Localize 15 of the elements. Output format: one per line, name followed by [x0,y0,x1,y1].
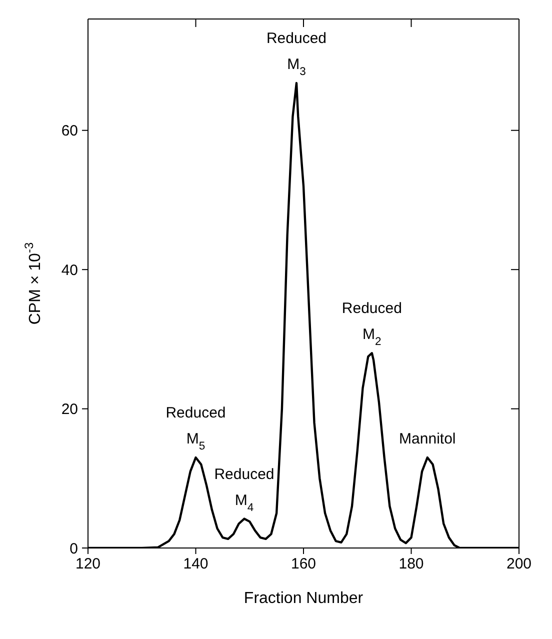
y-tick-label: 20 [61,401,78,418]
x-axis-title: Fraction Number [244,590,364,607]
x-tick-label: 180 [398,556,424,573]
annotation: Mannitol [399,430,456,448]
annotation: Reduced M$_{5}$ [166,404,226,453]
y-tick-label: 0 [70,540,78,558]
annotation: Reduced M$_{2}$ [342,300,402,348]
annotation: Reduced M$_{4}$ [214,466,274,514]
x-tick-label: 200 [506,556,532,573]
x-tick-label: 140 [183,556,208,573]
y-tick-label: 60 [61,122,78,140]
annotation: Reduced M$_{3}$ [266,30,327,78]
x-tick-label: 120 [75,556,101,573]
y-tick-label: 40 [61,262,78,279]
x-tick-label: 160 [290,556,316,573]
